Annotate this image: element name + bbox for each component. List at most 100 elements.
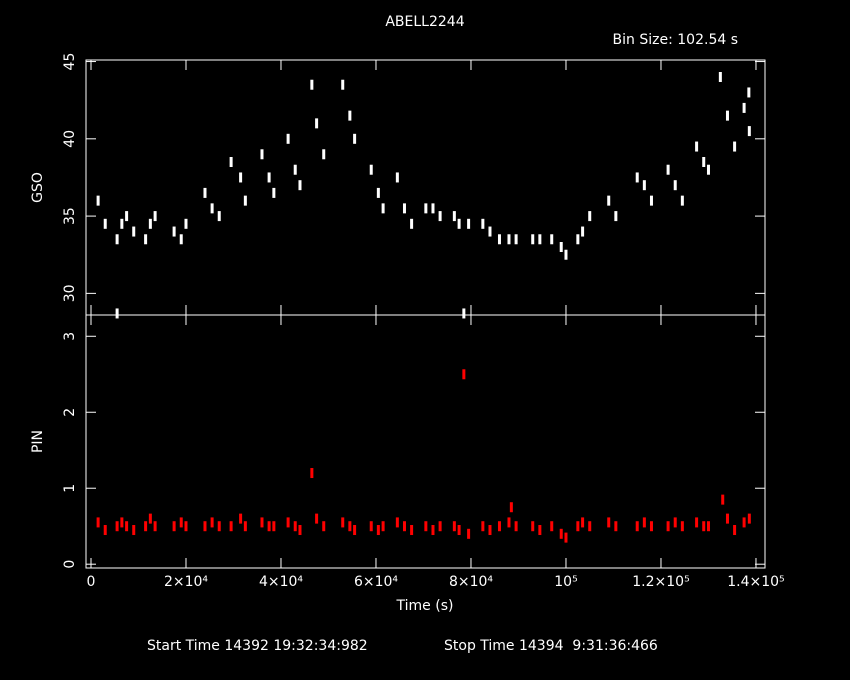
data-point xyxy=(369,164,373,175)
data-point xyxy=(742,517,746,528)
data-point xyxy=(642,517,646,528)
y-tick-label: 45 xyxy=(62,53,78,71)
data-point xyxy=(588,211,592,222)
x-tick-label: 1.4×10⁵ xyxy=(727,574,784,590)
data-point xyxy=(747,87,751,98)
data-point xyxy=(115,234,119,245)
y-tick-label: 2 xyxy=(62,408,78,417)
data-point xyxy=(538,525,542,536)
data-point xyxy=(509,502,513,513)
data-point xyxy=(497,521,501,532)
data-point xyxy=(666,164,670,175)
data-point xyxy=(210,203,214,214)
data-point xyxy=(702,521,706,532)
data-point xyxy=(395,517,399,528)
data-point xyxy=(721,494,725,505)
data-point xyxy=(649,521,653,532)
data-point xyxy=(381,203,385,214)
data-point xyxy=(457,218,461,229)
data-point xyxy=(733,525,737,536)
data-point xyxy=(153,211,157,222)
data-point xyxy=(267,172,271,183)
data-point xyxy=(725,110,729,121)
x-tick-label: 0 xyxy=(87,574,96,590)
data-point xyxy=(576,521,580,532)
stop-time: Stop Time 14394 9:31:36:466 xyxy=(444,638,658,654)
data-point xyxy=(272,521,276,532)
data-point xyxy=(725,513,729,524)
data-point xyxy=(210,517,214,528)
data-point xyxy=(410,218,414,229)
data-point xyxy=(243,195,247,206)
data-point xyxy=(260,149,264,160)
data-point xyxy=(452,211,456,222)
data-point xyxy=(457,525,461,536)
data-point xyxy=(369,521,373,532)
data-point xyxy=(144,234,148,245)
data-point xyxy=(581,226,585,237)
data-point xyxy=(148,218,152,229)
data-point xyxy=(348,521,352,532)
data-point xyxy=(607,195,611,206)
data-point xyxy=(286,133,290,144)
data-point xyxy=(680,521,684,532)
data-point xyxy=(395,172,399,183)
data-point xyxy=(298,180,302,191)
data-point xyxy=(588,521,592,532)
data-point xyxy=(293,164,297,175)
frame xyxy=(85,59,766,569)
data-point xyxy=(229,157,233,167)
data-point xyxy=(348,110,352,121)
y-axis-label: PIN xyxy=(30,430,46,453)
data-point xyxy=(462,308,466,319)
data-point xyxy=(538,234,542,245)
data-point xyxy=(115,308,119,319)
data-point xyxy=(125,211,129,222)
data-point xyxy=(153,521,157,532)
bin-size: Bin Size: 102.54 s xyxy=(613,32,738,48)
data-point xyxy=(488,226,492,237)
x-tick-label: 1.2×10⁵ xyxy=(632,574,689,590)
y-tick-label: 30 xyxy=(62,284,78,302)
data-point xyxy=(267,521,271,532)
data-point xyxy=(179,234,183,245)
data-point xyxy=(438,211,442,222)
data-point xyxy=(172,226,176,237)
data-point xyxy=(467,528,471,539)
data-point xyxy=(315,118,319,129)
x-axis-label: Time (s) xyxy=(396,598,454,614)
data-point xyxy=(581,517,585,528)
data-point xyxy=(531,234,535,245)
data-point xyxy=(243,521,247,532)
data-point xyxy=(531,521,535,532)
data-point xyxy=(203,521,207,532)
data-point xyxy=(742,102,746,113)
data-point xyxy=(514,234,518,245)
data-point xyxy=(733,141,737,152)
data-point xyxy=(673,180,677,191)
y-tick-label: 35 xyxy=(62,207,78,225)
data-point xyxy=(322,521,326,532)
data-point xyxy=(286,517,290,528)
y-axis-label: GSO xyxy=(30,172,46,203)
data-point xyxy=(184,521,188,532)
data-point xyxy=(680,195,684,206)
data-point xyxy=(481,521,485,532)
data-point xyxy=(614,521,618,532)
data-point xyxy=(452,521,456,532)
start-time: Start Time 14392 19:32:34:982 xyxy=(147,638,368,654)
data-point xyxy=(184,218,188,229)
data-point xyxy=(298,525,302,536)
data-point xyxy=(341,79,345,90)
data-point xyxy=(497,234,501,245)
data-point xyxy=(642,180,646,191)
data-point xyxy=(488,525,492,536)
data-point xyxy=(576,234,580,245)
data-point xyxy=(381,521,385,532)
data-point xyxy=(635,172,639,183)
data-point xyxy=(353,525,357,536)
data-point xyxy=(239,513,243,524)
data-point xyxy=(507,234,511,245)
